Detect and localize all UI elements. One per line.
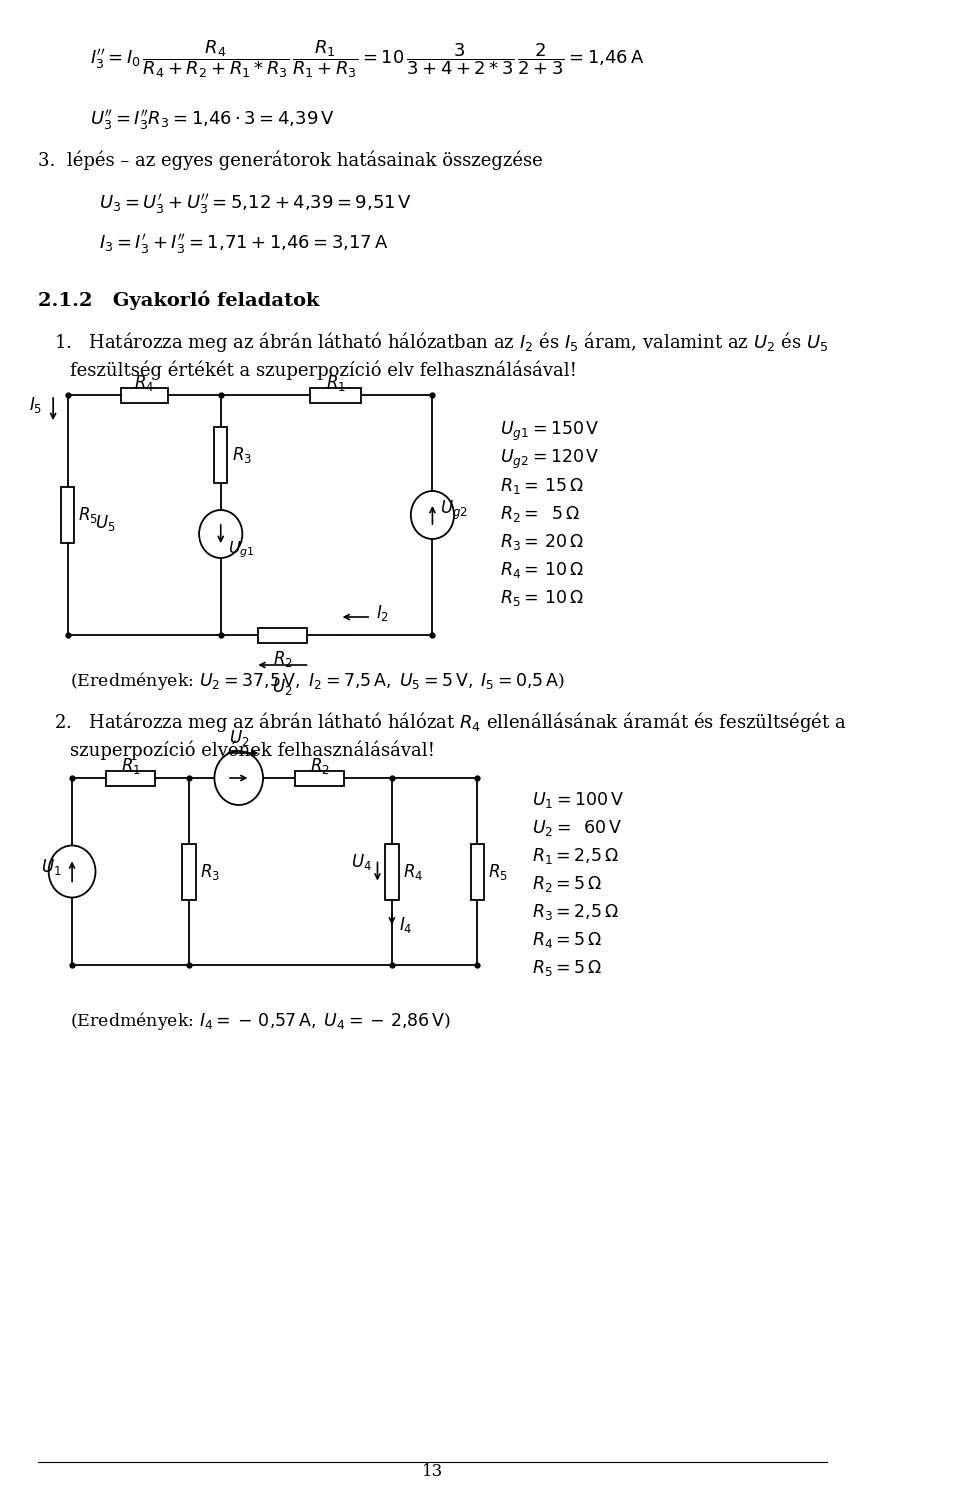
Text: $I_2$: $I_2$ [375,603,389,622]
Text: (Eredmények: $I_4 = -\, 0{,}57\,\mathrm{A},\; U_4 = -\, 2{,}86\,\mathrm{V}$): (Eredmények: $I_4 = -\, 0{,}57\,\mathrm{… [70,1010,451,1032]
Text: 2.   Határozza meg az ábrán látható hálózat $R_4$ ellenállásának áramát és feszü: 2. Határozza meg az ábrán látható hálóza… [54,711,847,735]
Text: $R_5 =\, 10\,\Omega$: $R_5 =\, 10\,\Omega$ [500,588,584,607]
Circle shape [411,491,454,539]
Bar [296,770,344,785]
Text: $U_4$: $U_4$ [351,851,372,872]
Text: $U_2$: $U_2$ [273,678,293,697]
Text: szuperpozíció elvének felhasználásával!: szuperpozíció elvének felhasználásával! [70,741,435,760]
Bar [470,844,484,899]
Text: $R_1= 2{,}5\,\Omega$: $R_1= 2{,}5\,\Omega$ [532,847,618,866]
Text: $I_3 = I_3' + I_3'' = 1{,}71 + 1{,}46 = 3{,}17\,\mathrm{A}$: $I_3 = I_3' + I_3'' = 1{,}71 + 1{,}46 = … [99,232,389,256]
Text: $R_3 =\, 20\,\Omega$: $R_3 =\, 20\,\Omega$ [500,533,584,552]
Text: $R_5$: $R_5$ [79,506,98,525]
Text: $R_5= 5\,\Omega$: $R_5= 5\,\Omega$ [532,957,602,978]
Text: 1.   Határozza meg az ábrán látható hálózatban az $I_2$ és $I_5$ áram, valamint : 1. Határozza meg az ábrán látható hálóza… [54,331,828,355]
Circle shape [199,510,242,558]
Text: $U_1= 100\,\mathrm{V}$: $U_1= 100\,\mathrm{V}$ [532,790,624,809]
Text: 3.  lépés – az egyes generátorok hatásainak összegzése: 3. lépés – az egyes generátorok hatásain… [37,150,542,169]
Text: $R_4$: $R_4$ [134,373,155,393]
Text: $R_1$: $R_1$ [325,373,346,393]
Bar [107,770,155,785]
Text: feszültség értékét a szuperpozíció elv felhasználásával!: feszültség értékét a szuperpozíció elv f… [70,361,577,380]
Text: $R_2= 5\,\Omega$: $R_2= 5\,\Omega$ [532,874,602,895]
Text: $I_4$: $I_4$ [399,914,413,935]
Text: $U_2=\;\; 60\,\mathrm{V}$: $U_2=\;\; 60\,\mathrm{V}$ [532,818,622,838]
Text: $U_{g2}$: $U_{g2}$ [440,498,468,522]
Text: $U_3'' = I_3'' R_3 = 1{,}46 \cdot 3 = 4{,}39\,\mathrm{V}$: $U_3'' = I_3'' R_3 = 1{,}46 \cdot 3 = 4{… [90,108,335,132]
Text: $U_2$: $U_2$ [228,729,249,748]
Bar [310,387,361,402]
Text: $R_1 =\, 15\,\Omega$: $R_1 =\, 15\,\Omega$ [500,476,584,497]
Text: $R_2$: $R_2$ [273,649,293,669]
Text: $R_4$: $R_4$ [402,862,423,881]
Text: $R_4= 5\,\Omega$: $R_4= 5\,\Omega$ [532,931,602,950]
Text: $R_4 =\, 10\,\Omega$: $R_4 =\, 10\,\Omega$ [500,560,584,580]
Text: $R_3$: $R_3$ [200,862,220,881]
Text: $R_1$: $R_1$ [121,755,140,776]
Text: $I_5$: $I_5$ [29,395,42,414]
Text: $R_5$: $R_5$ [489,862,508,881]
Bar [182,844,196,899]
Circle shape [214,751,263,805]
Text: (Eredmények: $U_2 = 37{,}5\,\mathrm{V},\; I_2 = 7{,}5\,\mathrm{A},\; U_5 = 5\,\m: (Eredmények: $U_2 = 37{,}5\,\mathrm{V},\… [70,670,565,693]
Text: $U_{g1}$: $U_{g1}$ [228,539,254,560]
Text: $R_2 =\,\;\,5\,\Omega$: $R_2 =\,\;\,5\,\Omega$ [500,504,581,524]
Text: $U_3 = U_3' + U_3'' =5{,}12 + 4{,}39 = 9{,}51\,\mathrm{V}$: $U_3 = U_3' + U_3'' =5{,}12 + 4{,}39 = 9… [99,191,412,215]
Text: $U_1$: $U_1$ [40,857,61,877]
Bar [258,627,307,642]
Text: $R_3$: $R_3$ [231,444,252,465]
Bar [385,844,398,899]
Text: $R_3= 2{,}5\,\Omega$: $R_3= 2{,}5\,\Omega$ [532,902,618,922]
Bar [214,426,228,483]
Text: $R_2$: $R_2$ [310,755,329,776]
Text: $U_{g2} = 120\,\mathrm{V}$: $U_{g2} = 120\,\mathrm{V}$ [500,447,600,471]
Bar [121,387,168,402]
Text: 13: 13 [421,1463,444,1480]
Circle shape [49,845,95,898]
Bar [60,488,74,543]
Text: $U_{g1} = 150\,\mathrm{V}$: $U_{g1} = 150\,\mathrm{V}$ [500,420,600,443]
Text: 2.1.2   Gyakorló feladatok: 2.1.2 Gyakorló feladatok [37,290,320,310]
Text: $U_5$: $U_5$ [95,513,115,533]
Text: $I_3'' = I_0\,\dfrac{R_4}{R_4 + R_2 + R_1 * R_3}\,\dfrac{R_1}{R_1 + R_3} = 10\,\: $I_3'' = I_0\,\dfrac{R_4}{R_4 + R_2 + R_… [90,37,644,79]
